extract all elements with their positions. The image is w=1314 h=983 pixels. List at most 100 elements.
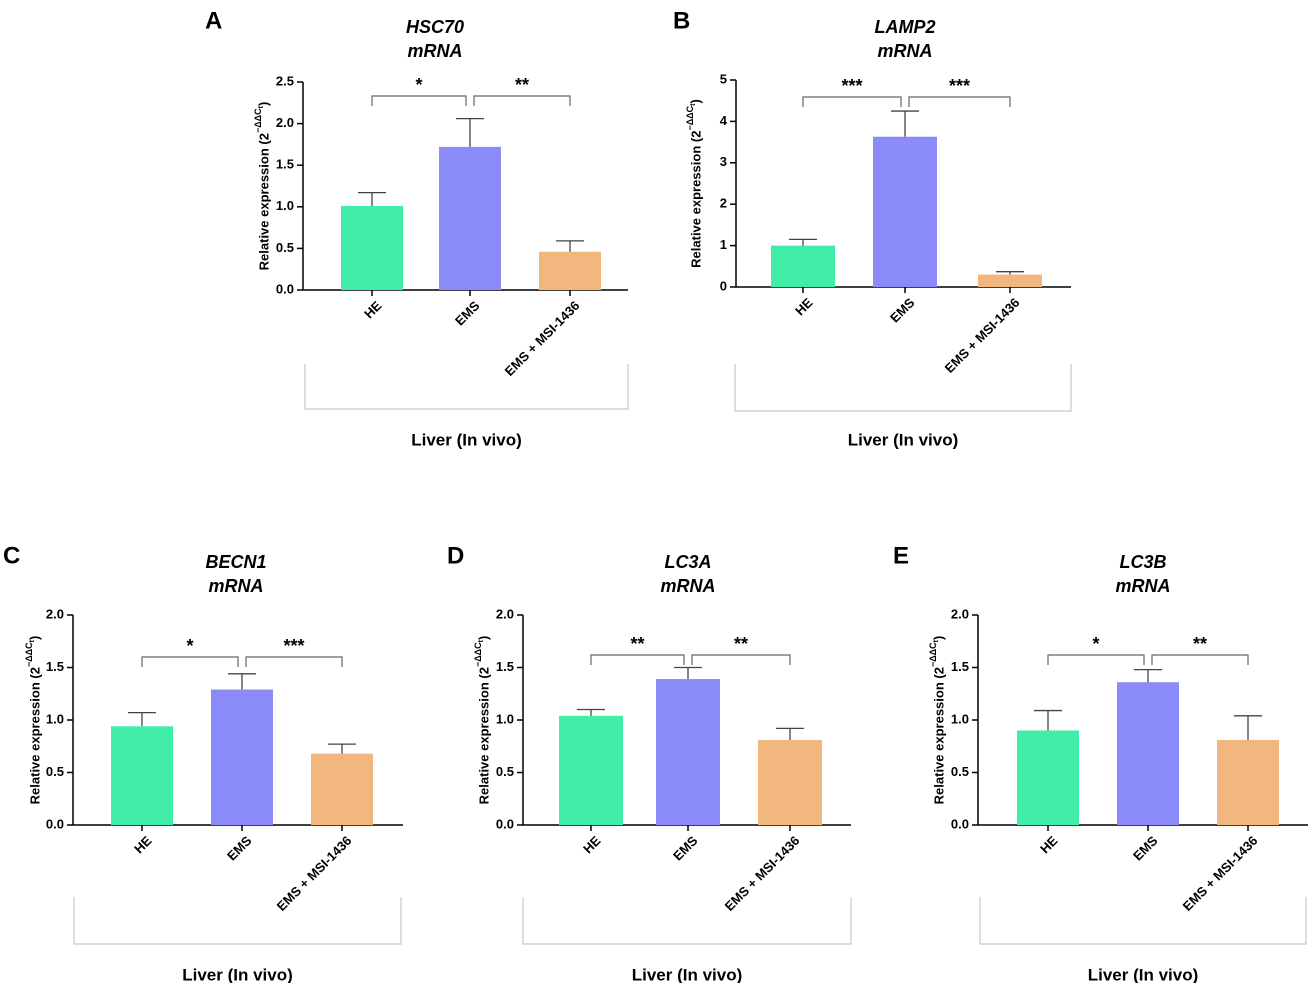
panel-label: E [893,542,909,569]
chart-title-line: mRNA [407,41,462,61]
y-axis-label: Relative expression (2−ΔΔCt) [473,636,491,805]
y-axis-label: Relative expression (2−ΔΔCt) [253,102,271,271]
significance-label: * [186,636,193,656]
significance-bracket [802,96,902,107]
bar-ems [439,146,501,290]
y-tick-label: 2.0 [46,606,64,621]
x-tick-label: HE [1037,833,1061,857]
chart-title-line: LC3B [1119,552,1166,572]
y-tick-label: 1.5 [276,157,294,172]
bar-ems [873,136,937,287]
bar-he [341,205,403,290]
significance-bracket [1047,654,1145,665]
y-tick-label: 0.0 [951,816,969,831]
significance-label: *** [841,76,862,96]
group-label: Liver (In vivo) [632,965,743,983]
chart-panel-e: E LC3B mRNA 0.0 0.5 1.0 1.5 2.0 Relative express… [893,542,1308,983]
y-tick-label: 0.5 [496,764,514,779]
y-axis-label: Relative expression (2−ΔΔCt) [685,99,703,268]
chart-panel-a: A HSC70 mRNA 0.0 0.5 1.0 1.5 2.0 2.5 Relative exp… [205,7,629,449]
x-tick-label: HE [361,298,385,322]
significance-bracket [590,654,685,665]
significance-label: *** [949,76,970,96]
x-tick-label: HE [580,833,604,857]
y-tick-label: 0.0 [496,816,514,831]
x-tick-label: HE [792,295,816,319]
y-tick-label: 2.5 [276,73,294,88]
y-tick-label: 4 [720,113,728,128]
bar-ems [1117,682,1179,825]
y-tick-label: 0 [720,278,727,293]
y-axis-label: Relative expression (2−ΔΔCt) [928,636,946,805]
group-bracket [522,897,852,945]
bar-he [559,715,623,825]
x-tick-label: EMS [452,298,483,329]
group-bracket [734,364,1072,412]
bar-ems-msi-1436 [1217,739,1279,825]
y-tick-label: 0.5 [46,764,64,779]
bar-ems-msi-1436 [539,251,601,290]
y-tick-label: 3 [720,154,727,169]
chart-title-line: mRNA [877,41,932,61]
y-tick-label: 1.5 [951,659,969,674]
y-tick-label: 2.0 [276,115,294,130]
significance-label: * [415,75,422,95]
significance-bracket [245,656,343,667]
bar-ems-msi-1436 [978,274,1042,287]
chart-title-line: mRNA [1115,576,1170,596]
significance-bracket [908,96,1011,107]
group-label: Liver (In vivo) [1088,965,1199,983]
x-tick-label: HE [131,833,155,857]
x-tick-label: EMS [224,833,255,864]
x-tick-label: EMS + MSI-1436 [942,295,1023,376]
chart-title-line: HSC70 [406,17,464,37]
group-bracket [304,364,629,410]
chart-title-line: BECN1 [205,552,266,572]
bar-ems [656,679,720,825]
x-tick-label: EMS [887,295,918,326]
y-tick-label: 1.5 [46,659,64,674]
chart-title-line: LC3A [664,552,711,572]
significance-label: * [1092,634,1099,654]
y-tick-label: 1.0 [951,711,969,726]
group-bracket [979,897,1307,945]
group-label: Liver (In vivo) [182,965,293,983]
y-tick-label: 0.0 [276,281,294,296]
y-tick-label: 0.0 [46,816,64,831]
y-tick-label: 1.5 [496,659,514,674]
bar-he [1017,730,1079,825]
y-tick-label: 2.0 [951,606,969,621]
bar-ems-msi-1436 [758,739,822,825]
significance-label: *** [283,636,304,656]
significance-bracket [473,95,571,106]
group-label: Liver (In vivo) [848,430,959,449]
y-axis-label: Relative expression (2−ΔΔCt) [24,636,42,805]
y-tick-label: 1.0 [276,198,294,213]
y-tick-label: 0.5 [951,764,969,779]
bar-he [771,245,835,287]
group-label: Liver (In vivo) [411,430,522,449]
chart-title-line: mRNA [660,576,715,596]
significance-label: ** [1193,634,1207,654]
group-bracket [73,897,402,945]
bar-ems-msi-1436 [311,753,373,825]
y-tick-label: 5 [720,71,727,86]
y-tick-label: 1 [720,237,727,252]
chart-panel-c: C BECN1 mRNA 0.0 0.5 1.0 1.5 2.0 Relative expres… [3,542,403,983]
significance-bracket [691,654,791,665]
y-tick-label: 1.0 [496,711,514,726]
significance-bracket [371,95,467,106]
y-tick-label: 1.0 [46,711,64,726]
y-tick-label: 0.5 [276,240,294,255]
panel-label: C [3,542,20,569]
significance-bracket [141,656,239,667]
x-tick-label: EMS + MSI-1436 [722,833,803,914]
significance-label: ** [734,634,748,654]
x-tick-label: EMS + MSI-1436 [1180,833,1261,914]
x-tick-label: EMS [670,833,701,864]
bar-ems [211,689,273,825]
chart-panel-b: B LAMP2 mRNA 0 1 2 3 4 5 Relative expression (2−Δ… [673,7,1072,449]
chart-title-line: mRNA [208,576,263,596]
y-tick-label: 2 [720,196,727,211]
